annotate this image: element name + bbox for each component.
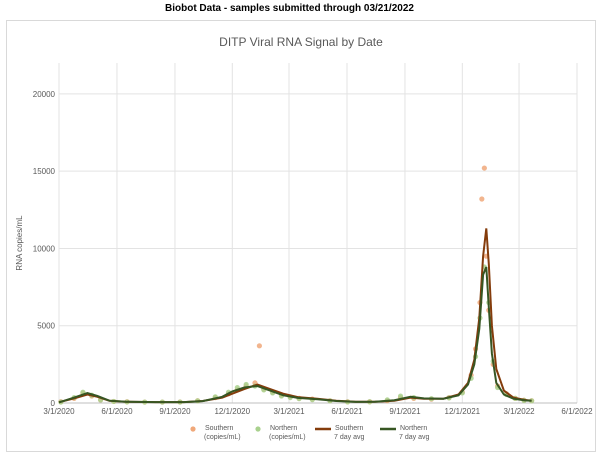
legend-label: Northern — [400, 425, 427, 432]
page-title: Biobot Data - samples submitted through … — [165, 3, 414, 14]
x-axis-ticks: 3/1/2020 6/1/2020 9/1/2020 12/1/2020 3/1/202… — [43, 407, 593, 416]
x-tick-label: 6/1/2021 — [331, 407, 363, 416]
x-tick-label: 6/1/2020 — [101, 407, 133, 416]
data-point — [256, 343, 262, 349]
legend-label: Northern — [270, 425, 297, 432]
data-point — [243, 381, 249, 388]
x-tick-label: 12/1/2020 — [214, 407, 250, 416]
gridlines — [58, 63, 578, 404]
series-3 — [58, 266, 532, 404]
legend-label: Southern — [205, 425, 234, 432]
data-point — [397, 393, 404, 399]
legend-label: 7 day avg — [399, 434, 429, 441]
y-tick-label: 15000 — [33, 167, 56, 176]
series-1 — [58, 264, 535, 405]
y-tick-label: 20000 — [33, 90, 56, 99]
legend-label: 7 day avg — [334, 434, 364, 441]
y-tick-label: 5000 — [37, 322, 55, 331]
legend-item: Northern 7 day avg — [380, 425, 429, 441]
chart-svg: DITP Viral RNA Signal by Date RNA copies… — [15, 35, 593, 441]
x-tick-label: 9/1/2020 — [159, 407, 191, 416]
legend: Southern(copies/mL)Northern(copies/mL)So… — [190, 425, 429, 441]
data-point — [479, 196, 485, 202]
series-line — [58, 228, 532, 404]
x-tick-label: 3/1/2020 — [43, 407, 75, 416]
series-line — [58, 266, 532, 404]
y-tick-label: 10000 — [33, 244, 56, 253]
chart-frame: DITP Viral RNA Signal by Date RNA copies… — [6, 20, 596, 452]
chart-title: DITP Viral RNA Signal by Date — [219, 35, 383, 49]
series-2 — [58, 228, 532, 404]
plot-area — [58, 165, 535, 405]
legend-item: Southern (copies/mL) — [190, 425, 241, 441]
series-0 — [58, 165, 535, 405]
legend-marker — [190, 426, 196, 432]
x-tick-label: 6/1/2022 — [561, 407, 593, 416]
data-point — [481, 165, 487, 171]
legend-item: Southern 7 day avg — [315, 425, 364, 441]
legend-label: (copies/mL) — [204, 434, 241, 441]
legend-item: Northern (copies/mL) — [255, 425, 306, 441]
legend-label: (copies/mL) — [269, 434, 306, 441]
y-tick-label: 0 — [51, 399, 56, 408]
x-tick-label: 3/1/2022 — [503, 407, 535, 416]
x-tick-label: 12/1/2021 — [445, 407, 481, 416]
x-tick-label: 3/1/2021 — [273, 407, 305, 416]
x-tick-label: 9/1/2021 — [389, 407, 421, 416]
y-axis-label: RNA copies/mL — [15, 215, 24, 271]
legend-marker — [255, 426, 261, 432]
legend-label: Southern — [335, 425, 364, 432]
data-point — [529, 398, 535, 404]
y-axis-ticks: 0 5000 10000 15000 20000 — [33, 90, 56, 408]
